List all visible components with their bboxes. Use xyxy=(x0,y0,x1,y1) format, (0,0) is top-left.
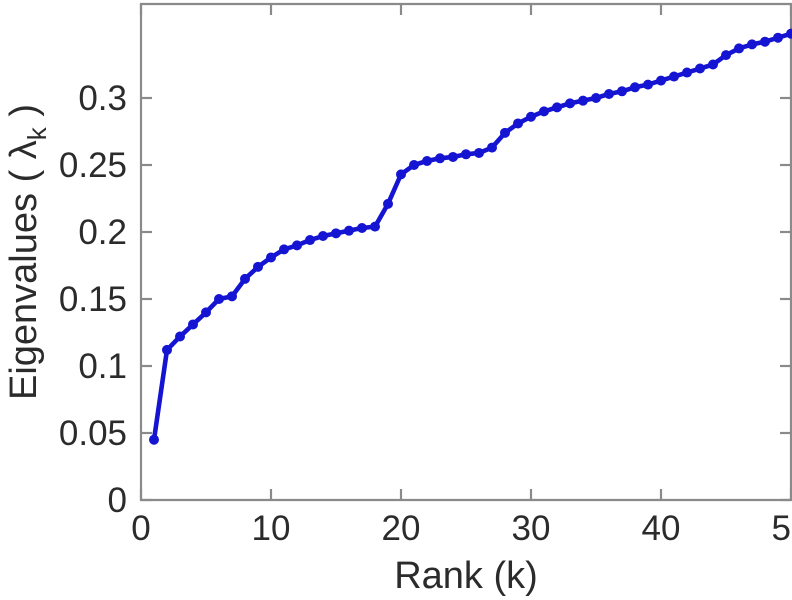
data-point xyxy=(617,86,627,97)
y-tick-label: 0.25 xyxy=(59,146,127,185)
data-point xyxy=(708,59,718,70)
data-point xyxy=(474,147,484,158)
data-point xyxy=(604,88,614,99)
data-point xyxy=(409,160,419,170)
x-axis-title: Rank (k) xyxy=(394,555,538,597)
y-tick-label: 0.3 xyxy=(78,79,127,118)
y-tick-label: 0.15 xyxy=(59,280,127,319)
y-axis-title: Eigenvalues ( λk ) xyxy=(3,104,52,400)
x-tick-label: 30 xyxy=(512,509,551,548)
data-point xyxy=(253,261,263,272)
data-point xyxy=(565,98,575,109)
x-tick-label: 40 xyxy=(642,509,681,548)
data-point xyxy=(435,153,445,164)
data-point xyxy=(318,231,328,242)
data-point xyxy=(578,95,588,106)
data-point xyxy=(539,106,549,117)
data-point xyxy=(357,222,367,233)
data-series-eigenvalues xyxy=(149,28,792,445)
data-point xyxy=(786,28,792,39)
y-tick-label: 0 xyxy=(108,481,127,520)
data-point xyxy=(643,79,653,90)
data-point xyxy=(630,82,640,93)
y-axis-title-subscript: k xyxy=(22,126,52,140)
data-point xyxy=(266,252,276,263)
data-point xyxy=(175,331,185,342)
data-point xyxy=(188,319,198,330)
data-point xyxy=(552,102,562,113)
data-point xyxy=(240,273,250,284)
data-point xyxy=(682,67,692,78)
data-point xyxy=(721,50,731,61)
data-point xyxy=(370,221,380,232)
data-point xyxy=(448,151,458,162)
data-point xyxy=(227,291,237,302)
data-point xyxy=(149,434,159,445)
data-point xyxy=(695,63,705,74)
data-point xyxy=(305,235,315,246)
plot-axes xyxy=(139,2,792,502)
data-point xyxy=(331,228,341,239)
x-tick-label: 20 xyxy=(382,509,421,548)
data-point xyxy=(214,294,224,304)
data-point xyxy=(487,142,497,153)
data-point xyxy=(344,225,354,236)
data-point xyxy=(773,32,783,43)
data-point xyxy=(747,39,757,50)
x-tick-label: 10 xyxy=(252,509,291,548)
data-point xyxy=(526,111,536,122)
data-point xyxy=(292,240,302,251)
axis-titles: Rank (k) Eigenvalues ( λk ) xyxy=(3,104,538,597)
series-line xyxy=(151,31,792,442)
data-point xyxy=(760,36,770,47)
y-tick-label: 0.05 xyxy=(59,414,127,453)
data-point xyxy=(396,169,406,180)
plot-frame xyxy=(139,2,792,502)
data-point xyxy=(201,307,211,318)
data-point xyxy=(513,118,523,129)
data-point xyxy=(279,244,289,255)
axis-tick-labels: 0 0.05 0.1 0.15 0.2 0.25 0.3 0 10 20 30 40 50 xyxy=(59,79,792,548)
data-point xyxy=(461,149,471,160)
axis-ticks xyxy=(139,4,792,502)
data-point xyxy=(162,344,172,355)
y-axis-title-suffix: ) xyxy=(3,104,45,127)
data-point xyxy=(422,155,432,166)
y-tick-label: 0.2 xyxy=(78,213,127,252)
data-point xyxy=(500,127,510,138)
data-point xyxy=(669,71,679,82)
data-point xyxy=(383,198,393,209)
y-axis-title-main: Eigenvalues ( λ xyxy=(3,140,45,400)
y-tick-label: 0.1 xyxy=(78,347,127,386)
data-point xyxy=(734,43,744,54)
x-tick-label: 50 xyxy=(772,509,792,548)
data-point xyxy=(656,75,666,86)
x-tick-label: 0 xyxy=(131,509,150,548)
data-point xyxy=(591,93,601,103)
